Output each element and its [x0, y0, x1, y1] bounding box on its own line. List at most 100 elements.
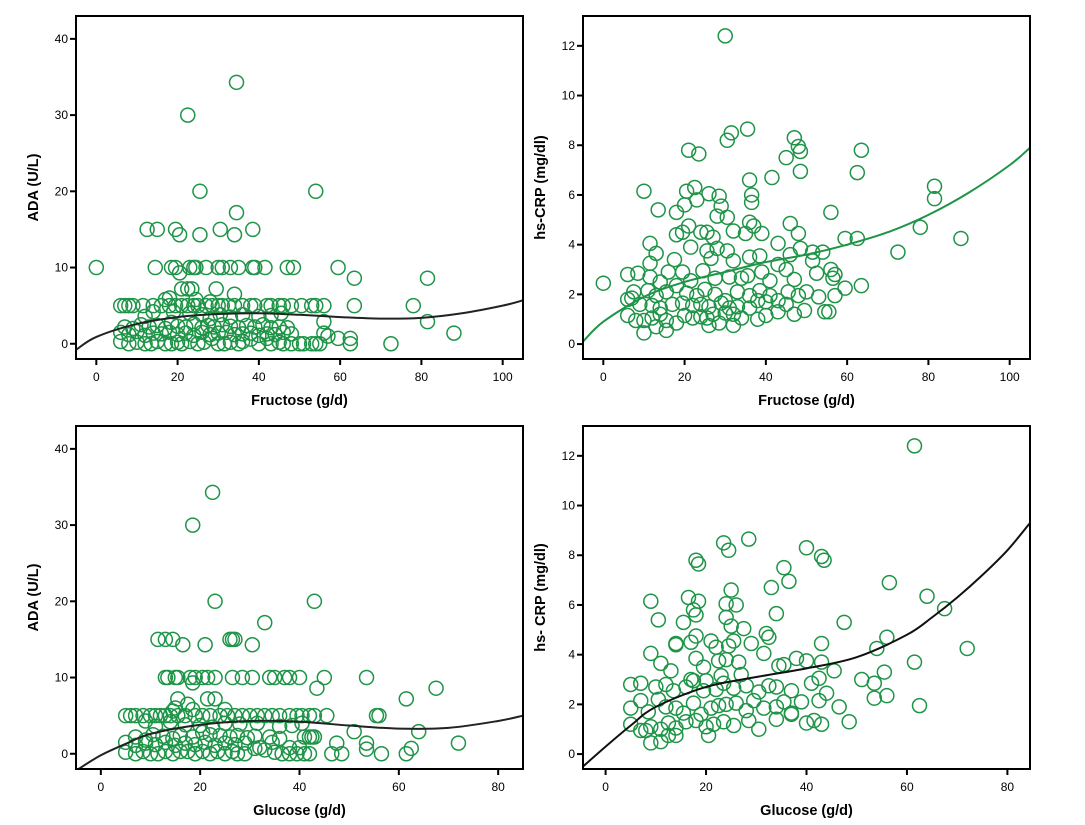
data-point: [214, 297, 231, 314]
data-point: [145, 297, 161, 314]
data-point: [251, 308, 267, 325]
y-axis-label: ADA (U/L): [26, 153, 42, 221]
data-point: [212, 221, 229, 238]
x-tick-label: 60: [333, 370, 347, 384]
data-point: [622, 676, 639, 693]
data-point: [192, 227, 208, 243]
data-point: [285, 259, 302, 276]
data-point: [222, 259, 239, 276]
x-tick-label: 40: [293, 780, 307, 794]
data-point: [783, 682, 800, 699]
data-point: [636, 325, 652, 341]
data-point: [953, 230, 969, 247]
y-tick-label: 2: [568, 697, 575, 711]
x-tick-label: 100: [493, 370, 513, 384]
data-point: [811, 692, 827, 709]
data-point: [289, 707, 305, 724]
x-axis-label: Glucose (g/d): [253, 803, 346, 819]
data-point: [743, 194, 760, 211]
data-point: [283, 297, 300, 314]
data-point: [198, 259, 214, 276]
data-point: [741, 249, 758, 265]
data-point: [275, 324, 291, 341]
data-point: [163, 259, 180, 276]
data-point: [117, 707, 134, 724]
data-point: [718, 609, 734, 626]
data-point: [346, 270, 363, 286]
data-point: [780, 284, 796, 300]
data-point: [274, 746, 290, 762]
plot-frame: [582, 425, 1031, 770]
data-point: [817, 304, 833, 320]
data-point: [691, 146, 707, 162]
data-point: [699, 243, 715, 259]
data-point: [308, 336, 324, 352]
data-point: [342, 330, 359, 347]
data-point: [643, 718, 659, 735]
data-point: [199, 691, 216, 707]
data-point: [725, 223, 742, 239]
data-point: [165, 303, 182, 320]
data-point: [813, 635, 830, 652]
x-axis-label: Fructose (g/d): [251, 393, 348, 409]
data-point: [668, 636, 684, 653]
data-point: [798, 715, 815, 731]
data-point: [715, 675, 732, 691]
data-point: [210, 259, 226, 276]
y-tick-label: 0: [568, 747, 575, 761]
y-tick-label: 40: [55, 442, 69, 456]
data-point: [595, 275, 612, 291]
data-point: [853, 142, 870, 158]
data-point: [711, 315, 727, 331]
data-point: [316, 669, 333, 686]
data-point: [761, 629, 777, 646]
y-axis-label: hs- CRP (mg/dl): [533, 543, 549, 652]
data-point: [636, 312, 652, 329]
data-point: [638, 722, 654, 739]
data-point: [249, 707, 266, 724]
x-tick-label: 60: [900, 780, 914, 794]
data-point: [751, 721, 767, 737]
data-layer: [77, 74, 522, 352]
data-point: [161, 324, 178, 341]
data-point: [194, 707, 211, 724]
x-tick-label: 80: [415, 370, 429, 384]
data-point: [803, 675, 820, 691]
data-point: [226, 227, 243, 243]
data-point: [853, 277, 870, 294]
data-point: [786, 271, 803, 288]
data-point: [242, 325, 259, 341]
data-point: [705, 229, 721, 245]
panel-hscrp-vs-fructose: 0 20 40 60 80 100 0 2 4 6 8 10 12 Fructose (g/d) hs-CR…: [533, 15, 1031, 409]
data-point: [267, 326, 283, 343]
y-tick-label: 20: [55, 594, 69, 608]
data-point: [202, 746, 218, 762]
data-point: [827, 266, 843, 283]
data-point: [632, 296, 648, 313]
data-point: [275, 297, 291, 314]
data-point: [171, 265, 188, 281]
data-point: [678, 714, 694, 730]
y-tick-label: 10: [55, 261, 69, 275]
data-point: [715, 714, 732, 730]
data-point: [709, 208, 725, 224]
data-point: [743, 187, 760, 203]
y-tick-label: 10: [562, 499, 576, 513]
data-point: [261, 669, 278, 686]
data-point: [768, 699, 785, 715]
data-point: [653, 655, 669, 672]
data-point: [184, 281, 200, 297]
data-point: [926, 178, 943, 195]
x-tick-label: 80: [491, 780, 505, 794]
data-point: [725, 253, 742, 269]
data-point: [633, 722, 649, 739]
y-tick-label: 0: [61, 337, 68, 351]
data-point: [209, 743, 226, 760]
data-point: [684, 297, 701, 314]
data-point: [207, 669, 223, 686]
data-point: [711, 188, 727, 204]
data-point: [177, 717, 194, 733]
data-point: [837, 280, 853, 296]
data-point: [419, 270, 436, 286]
data-point: [177, 325, 194, 341]
